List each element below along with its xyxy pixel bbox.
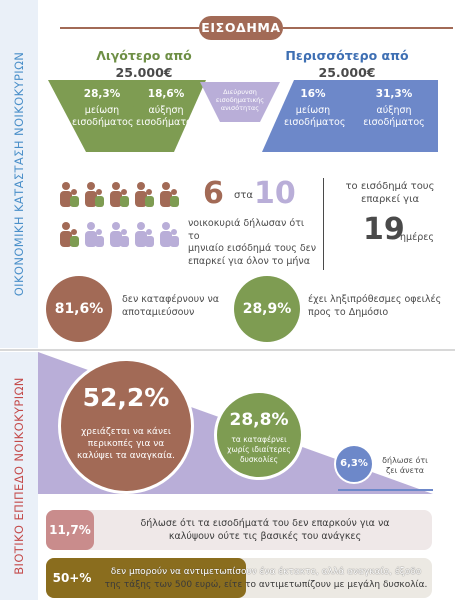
income-shapes (48, 80, 438, 152)
income-card-line2: εισοδήματος (284, 117, 346, 128)
households-text-line1: νοικοκυριά δήλωσαν ότι το (188, 218, 305, 242)
basic-needs-text: δήλωσε ότι τα εισοδήματά του δεν επαρκού… (100, 518, 430, 543)
cutbacks-text: χρειάζεται να κάνει περικοπές για να καλ… (61, 426, 191, 462)
days-value: 19 (363, 212, 405, 247)
income-less-amount: 25.000€ (115, 65, 173, 80)
debts-circle: 28,9% (234, 276, 300, 342)
comfortable-line1: δήλωσε ότι (382, 456, 428, 465)
income-card-line1: αύξηση (148, 105, 184, 116)
income-more-amount: 25.000€ (318, 65, 376, 80)
cutbacks-value: 52,2% (82, 383, 170, 412)
sidebar-economic: ΟΙΚΟΝΟΜΙΚΗ ΚΑΤΑΣΤΑΣΗ ΝΟΙΚΟΚΥΡΙΩΝ (0, 0, 38, 348)
basic-needs-value: 11,7% (46, 510, 94, 550)
debts-text: έχει ληξιπρόθεσμες οφειλές προς το Δημόσ… (308, 294, 448, 319)
basic-needs-line2: καλύψουν ούτε τις βασικές του ανάγκες (168, 530, 362, 542)
income-card-line3: ανισότητας (220, 104, 260, 112)
income-card-less-increase: 18,6% αύξηση εισοδήματος (136, 88, 198, 129)
income-title: ΕΙΣΟΔΗΜΑ (199, 16, 283, 40)
income-card-more-increase: 31,3% αύξηση εισοδήματος (362, 88, 426, 129)
comfortable-circle: 6,3% (334, 444, 374, 484)
income-card-inequality: Διεύρυνση εισοδηματικής ανισότητας (206, 88, 274, 112)
people-icon-grid (60, 182, 179, 247)
comfortable-text: δήλωσε ότι ζει άνετα (380, 456, 430, 476)
income-card-line2: εισοδήματος (363, 117, 425, 128)
income-card-pct: 31,3% (375, 88, 413, 100)
income-card-pct: 16% (300, 88, 326, 100)
income-card-line2: εισοδήματος (136, 117, 198, 128)
cutbacks-line2: περικοπές για να (87, 439, 165, 449)
people-row-1 (60, 182, 179, 207)
income-card-line2: εισοδήματος (72, 117, 134, 128)
income-less-line1: Λιγότερο από (96, 48, 192, 63)
savings-text: δεν καταφέρνουν να αποταμιεύσουν (122, 294, 242, 319)
comfortable-line2: ζει άνετα (385, 466, 425, 475)
emergency-text: δεν μπορούν να αντιμετωπίσουν ένα έκτακτ… (100, 566, 432, 591)
income-card-pct: 18,6% (147, 88, 185, 100)
income-more-heading: Περισσότερο από 25.000€ (282, 47, 412, 81)
basic-needs-line1: δήλωσε ότι τα εισοδήματά του δεν επαρκού… (140, 518, 390, 529)
income-card-line1: μείωση (84, 105, 120, 116)
income-less-heading: Λιγότερο από 25.000€ (82, 47, 206, 81)
income-more-line1: Περισσότερο από (285, 48, 409, 63)
emergency-line1: δεν μπορούν να αντιμετωπίσουν ένα έκτακτ… (110, 567, 422, 577)
days-intro-line2: επαρκεί για (360, 193, 420, 205)
income-card-bg-4 (262, 80, 360, 152)
emergency-value: 50+% (52, 571, 92, 585)
income-card-pct: 28,3% (83, 88, 121, 100)
days-intro-line1: το εισόδημά τους (345, 181, 435, 192)
households-connector: στα (234, 190, 253, 201)
debts-text-line2: προς το Δημόσιο (308, 306, 389, 318)
income-card-bg-5 (320, 80, 438, 152)
cutbacks-circle: 52,2% χρειάζεται να κάνει περικοπές για … (58, 358, 194, 494)
savings-text-line2: αποταμιεύσουν (122, 306, 195, 318)
income-line-left (60, 27, 199, 29)
households-text: νοικοκυριά δήλωσαν ότι το μηνιαίο εισόδη… (188, 218, 318, 268)
income-card-bg-3 (200, 82, 280, 122)
income-card-line2: εισοδηματικής (215, 96, 265, 104)
income-card-bg-2 (124, 80, 206, 152)
cutbacks-line1: χρειάζεται να κάνει (81, 427, 171, 437)
income-card-line1: αύξηση (376, 105, 412, 116)
households-text-line2: μηνιαίο εισόδημά τους δεν (188, 243, 317, 254)
manage-line2: χωρίς ιδιαίτερες (227, 445, 291, 454)
income-card-less-decrease: 28,3% μείωση εισοδήματος (72, 88, 134, 129)
income-card-more-decrease: 16% μείωση εισοδήματος (284, 88, 346, 129)
households-total: 10 (254, 176, 296, 211)
households-text-line3: επαρκεί για όλον το μήνα (188, 255, 310, 267)
emergency-bar-fill (46, 558, 246, 598)
manage-value: 28,8% (229, 410, 289, 430)
section-divider (0, 349, 455, 351)
savings-circle: 81,6% (46, 276, 112, 342)
sidebar-living: ΒΙΟΤΙΚΟ ΕΠΙΠΕΔΟ ΝΟΙΚΟΚΥΡΙΩΝ (0, 352, 38, 600)
basic-needs-bar (46, 510, 432, 550)
days-unit: ημέρες (400, 232, 434, 243)
debts-text-line1: έχει ληξιπρόθεσμες οφειλές (308, 294, 442, 305)
manage-text: τα καταφέρνει χωρίς ιδιαίτερες δυσκολίες (217, 435, 301, 465)
days-intro: το εισόδημά τους επαρκεί για (330, 181, 450, 206)
income-card-line1: μείωση (295, 105, 331, 116)
manage-line3: δυσκολίες (239, 455, 279, 464)
income-card-line1: Διεύρυνση (223, 88, 257, 96)
households-count: 6 (203, 176, 224, 211)
households-divider (323, 178, 324, 270)
manage-line1: τα καταφέρνει (231, 435, 287, 444)
cutbacks-line3: καλύψει τα αναγκαία. (77, 451, 175, 461)
savings-text-line1: δεν καταφέρνουν να (122, 294, 220, 305)
emergency-line2: της τάξης των 500 ευρώ, είτε το αντιμετω… (104, 579, 428, 590)
people-row-2 (60, 222, 179, 247)
manage-circle: 28,8% τα καταφέρνει χωρίς ιδιαίτερες δυσ… (214, 390, 304, 480)
sidebar-living-label: ΒΙΟΤΙΚΟ ΕΠΙΠΕΔΟ ΝΟΙΚΟΚΥΡΙΩΝ (12, 377, 26, 575)
income-line-right (283, 27, 453, 29)
